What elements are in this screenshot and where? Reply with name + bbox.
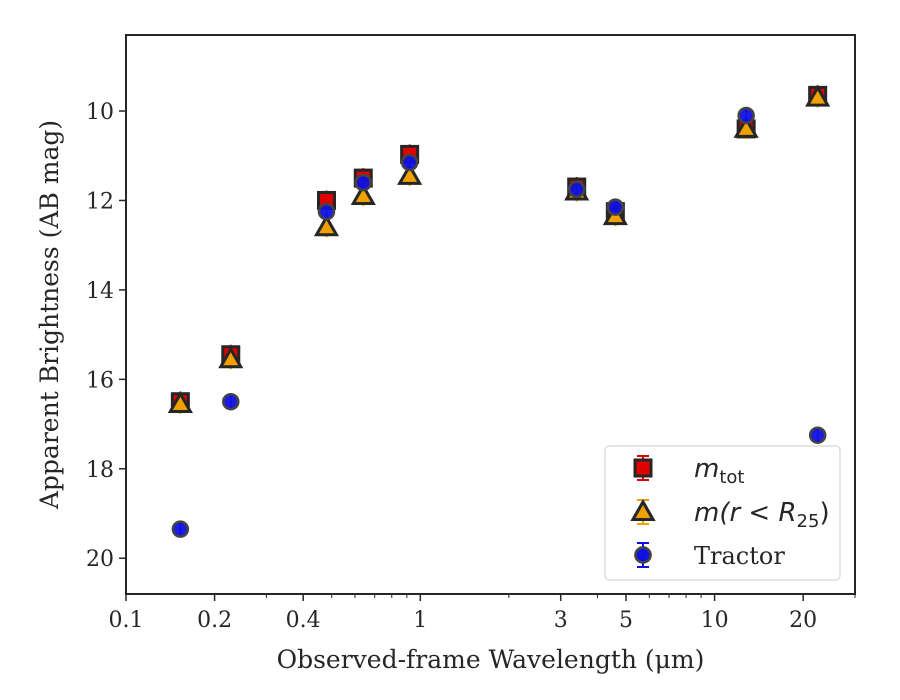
legend-marker-circle (634, 546, 652, 564)
y-tick-label: 20 (86, 547, 114, 572)
data-point-circle (222, 392, 240, 411)
data-point-circle (737, 106, 755, 125)
data-point-triangle (167, 390, 193, 414)
legend-marker-triangle (630, 498, 656, 522)
data-point-circle (808, 426, 827, 444)
legend-label: Tractor (694, 542, 785, 570)
x-axis-label: Observed-frame Wavelength (μm) (277, 645, 705, 674)
x-tick-label: 20 (789, 608, 817, 633)
y-axis-label: Apparent Brightness (AB mag) (35, 120, 64, 510)
y-tick-label: 14 (86, 279, 114, 304)
data-point-triangle (218, 346, 244, 370)
legend: mtot m(r < R25) Tractor (604, 445, 841, 581)
y-tick-label: 12 (86, 189, 114, 214)
x-tick-label: 0.2 (197, 608, 232, 633)
x-tick-label: 5 (619, 608, 633, 633)
legend-label: mtot (694, 454, 744, 488)
x-tick-label: 10 (701, 608, 729, 633)
y-tick-label: 16 (86, 368, 114, 393)
x-axis-ticks: 0.1 0.2 0.4 1 3 5 10 20 (109, 594, 856, 633)
legend-box (604, 445, 841, 581)
data-point-circle (606, 198, 625, 216)
y-axis-ticks: 10 12 14 16 18 20 (86, 100, 126, 572)
y-tick-label: 10 (86, 100, 114, 125)
plot-frame (125, 34, 856, 595)
x-tick-label: 0.1 (109, 608, 144, 633)
y-tick-label: 18 (86, 458, 114, 483)
data-point-circle (317, 202, 336, 221)
x-tick-label: 3 (554, 608, 568, 633)
x-tick-label: 0.4 (286, 608, 321, 633)
data-point-circle (171, 520, 190, 538)
data-point-circle (567, 180, 586, 199)
x-tick-label: 1 (413, 608, 427, 633)
legend-marker-square (633, 458, 653, 478)
data-point-triangle (313, 214, 340, 238)
data-marks (167, 84, 831, 538)
data-point-triangle (805, 84, 831, 108)
legend-label: m(r < R25) (694, 498, 830, 532)
data-point-circle (354, 173, 373, 192)
data-point-circle (400, 153, 419, 172)
